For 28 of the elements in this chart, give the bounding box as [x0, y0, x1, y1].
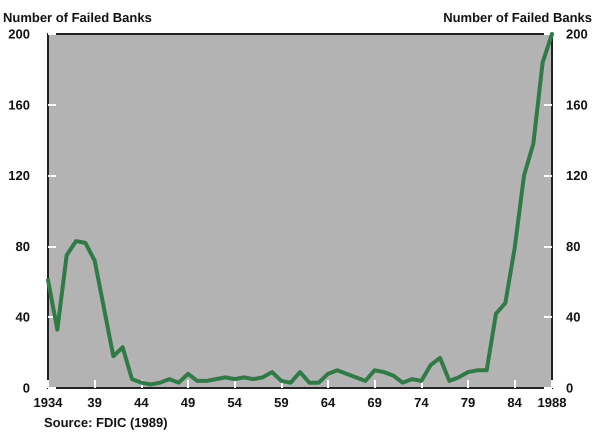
x-tick-label: 74	[414, 395, 430, 410]
y-axis-title: Number of Failed Banks	[3, 10, 152, 25]
x-tick-label: 44	[134, 395, 150, 410]
y2-tick-label: 120	[566, 168, 588, 184]
y-tick-label: 200	[8, 26, 30, 42]
y2-tick-label: 40	[566, 310, 580, 325]
y-tick-label: 80	[16, 238, 30, 254]
y2-tick-label: 160	[566, 97, 588, 112]
y-tick-label: 40	[16, 310, 30, 325]
y-tick-label: 160	[8, 97, 30, 112]
x-tick-label: 84	[507, 395, 523, 410]
x-tick-label: 1934	[34, 395, 64, 410]
x-tick-label: 59	[274, 395, 289, 410]
x-tick-label: 69	[367, 395, 382, 410]
y-tick-label: 120	[8, 168, 30, 184]
source-note: Source: FDIC (1989)	[44, 415, 168, 430]
y-tick-label: 0	[22, 380, 30, 396]
y2-axis-title: Number of Failed Banks	[443, 10, 592, 25]
line-series	[46, 32, 554, 386]
y2-tick-label: 80	[566, 238, 580, 254]
x-tick-label: 79	[460, 395, 476, 410]
x-tick-label: 49	[180, 395, 196, 410]
x-tick-label: 64	[320, 395, 336, 410]
y2-tick-label: 200	[566, 26, 588, 42]
x-tick-label: 39	[87, 395, 102, 410]
x-tick-label: 54	[227, 395, 243, 410]
y2-tick-label: 0	[566, 380, 574, 396]
x-tick-label: 1988	[538, 395, 566, 410]
